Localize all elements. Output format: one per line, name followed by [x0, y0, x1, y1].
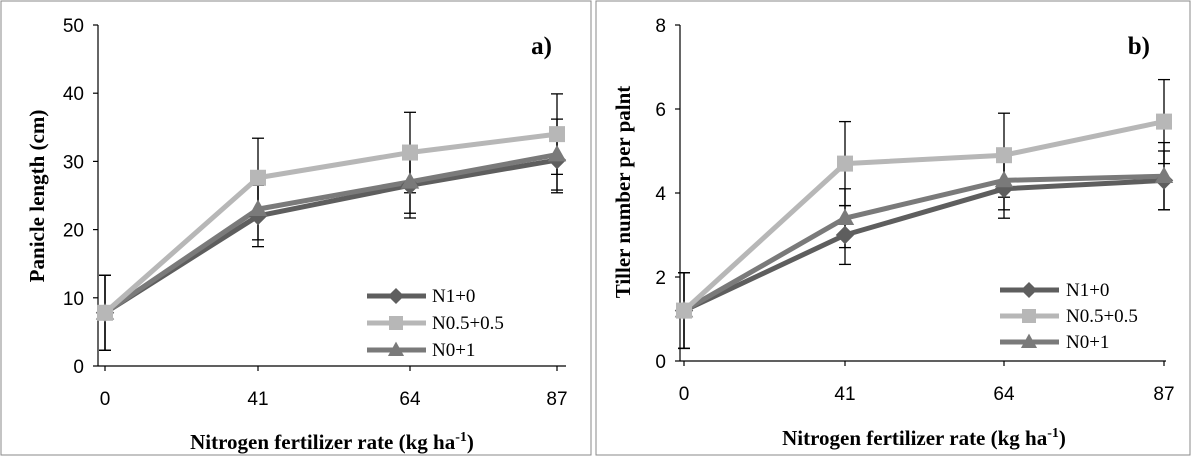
- data-point-triangle: [400, 172, 420, 189]
- series-line: [102, 157, 560, 316]
- y-tick-label: 0: [655, 352, 666, 373]
- data-point-square: [1022, 309, 1036, 323]
- series-line: [102, 152, 560, 316]
- tick-group: 0 2 4 6 8 0 41 64 87: [655, 16, 1174, 405]
- x-tick-label: 0: [679, 384, 690, 405]
- data-point-square: [97, 304, 113, 321]
- panel-label: b): [1128, 33, 1150, 60]
- y-axis-title: Panicle length (cm): [25, 110, 49, 283]
- legend-label: N0+1: [1066, 332, 1109, 353]
- x-tick-label: 0: [100, 389, 111, 410]
- data-point-triangle: [1154, 166, 1174, 183]
- series-line: [681, 173, 1167, 314]
- y-tick-label: 40: [63, 84, 84, 105]
- y-tick-label: 0: [73, 357, 84, 378]
- data-point-triangle: [547, 144, 567, 162]
- legend: N1+0 N0.5+0.5 N0+1: [1000, 280, 1138, 353]
- data-point-triangle: [835, 208, 855, 225]
- x-tick-label: 64: [993, 384, 1015, 405]
- legend-swatch-marker: [387, 341, 405, 356]
- legend-label: N1+0: [1066, 280, 1109, 301]
- data-point-diamond: [835, 225, 855, 245]
- legend-swatch-marker: [1022, 309, 1036, 323]
- y-tick-label: 2: [655, 268, 666, 289]
- x-axis-title-superscript: -1: [455, 430, 467, 445]
- panel-label: a): [531, 33, 552, 60]
- x-axis-title-superscript: -1: [1047, 426, 1059, 441]
- data-point-square: [402, 144, 418, 161]
- legend-swatch-marker: [1020, 333, 1038, 348]
- x-axis-title-main: Nitrogen fertilizer rate (kg ha: [782, 426, 1048, 450]
- data-point-square: [549, 126, 565, 143]
- series-line: [681, 119, 1167, 314]
- data-point-triangle: [1020, 333, 1038, 348]
- series-line: [681, 177, 1167, 314]
- x-tick-label: 41: [834, 384, 855, 405]
- x-tick-label: 87: [546, 389, 567, 410]
- series-line: [102, 131, 560, 316]
- x-tick-label: 64: [399, 389, 421, 410]
- data-point-square: [996, 147, 1012, 164]
- y-tick-label: 4: [655, 184, 666, 205]
- data-point-diamond: [387, 287, 405, 305]
- legend-label: N0.5+0.5: [432, 313, 504, 334]
- data-point-square: [1156, 113, 1172, 130]
- marker-group: [674, 113, 1174, 320]
- data-point-square: [250, 169, 266, 186]
- series-line-group: [681, 119, 1167, 314]
- panel-frame-a: [0, 0, 592, 456]
- series-line-group: [102, 131, 560, 316]
- legend: N1+0 N0.5+0.5 N0+1: [367, 286, 504, 361]
- tick-group: 0 10 20 30 40 50 0 41 64 87: [63, 16, 568, 410]
- data-point-triangle: [387, 341, 405, 356]
- legend-swatch-marker: [387, 287, 405, 305]
- data-point-triangle: [248, 199, 268, 216]
- x-axis-title-main: Nitrogen fertilizer rate (kg ha: [190, 430, 456, 454]
- x-tick-label: 87: [1153, 384, 1174, 405]
- y-tick-label: 20: [63, 221, 84, 242]
- x-axis-title-end: ): [1059, 426, 1066, 450]
- y-tick-label: 8: [655, 16, 666, 37]
- data-point-square: [837, 155, 853, 172]
- data-point-square: [676, 302, 692, 319]
- legend-label: N0+1: [432, 340, 475, 361]
- legend-label: N0.5+0.5: [1066, 306, 1138, 327]
- x-axis-title: Nitrogen fertilizer rate (kg ha-1): [190, 430, 474, 454]
- x-tick-label: 41: [247, 389, 268, 410]
- legend-label: N1+0: [432, 286, 475, 307]
- x-axis-title-end: ): [467, 430, 474, 454]
- y-tick-label: 50: [63, 16, 84, 37]
- x-axis-title: Nitrogen fertilizer rate (kg ha-1): [782, 426, 1066, 450]
- y-tick-label: 30: [63, 152, 84, 173]
- y-tick-label: 6: [655, 100, 666, 121]
- legend-swatch-marker: [389, 316, 403, 330]
- data-point-triangle: [994, 170, 1014, 188]
- panel-frame-b: [595, 0, 1191, 456]
- y-tick-label: 10: [63, 289, 84, 310]
- data-point-square: [389, 316, 403, 330]
- y-axis-title: Tiller number per palnt: [611, 86, 635, 299]
- marker-group: [95, 126, 567, 323]
- chart-panel-a: 0 10 20 30 40 50 0 41 64 87 a) Panicle length (cm…: [0, 0, 592, 456]
